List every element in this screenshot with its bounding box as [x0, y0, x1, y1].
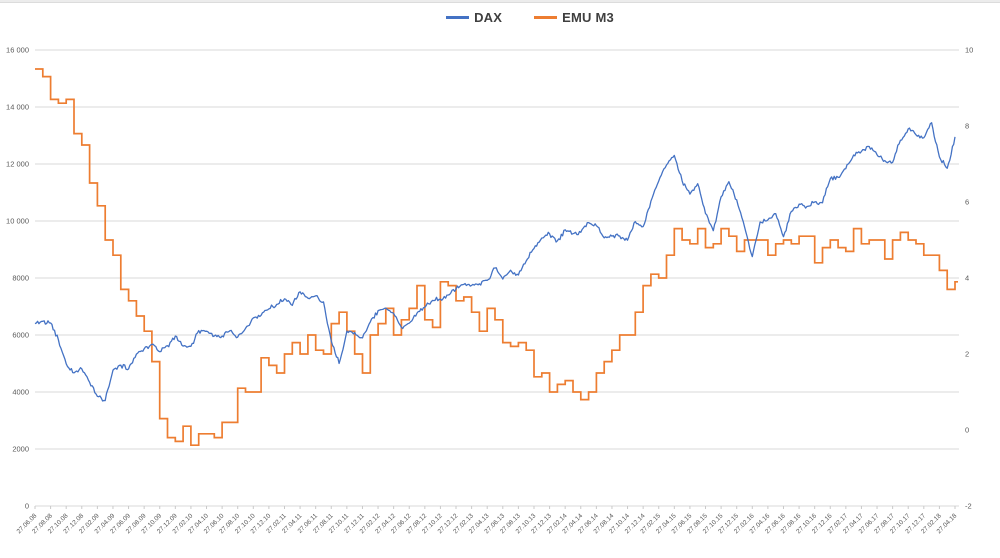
left-axis-tick-label: 16 000	[6, 46, 29, 55]
dax-line-swatch-icon	[446, 16, 470, 19]
legend-item-dax[interactable]: DAX	[446, 10, 502, 25]
emu-m3-line-swatch-icon	[534, 16, 558, 19]
chart-legend: DAX EMU M3	[0, 10, 1000, 25]
left-axis-tick-label: 14 000	[6, 103, 29, 112]
right-axis-tick-label: 0	[965, 426, 969, 435]
legend-label-emu-m3: EMU M3	[562, 10, 614, 25]
left-axis-tick-label: 2000	[12, 445, 29, 454]
legend-item-emu-m3[interactable]: EMU M3	[534, 10, 614, 25]
gridlines	[35, 49, 959, 507]
left-axis-tick-label: 8000	[12, 274, 29, 283]
right-axis-tick-label: 8	[965, 122, 969, 131]
y-axis-left-labels: 0 2000 4000 6000 8000 10 000 12 000 14 000 16 00…	[6, 46, 29, 511]
y-axis-right-labels: -2 0 2 4 6 8 10	[965, 46, 973, 511]
left-axis-tick-label: 10 000	[6, 217, 29, 226]
left-axis-tick-label: 4000	[12, 388, 29, 397]
legend-label-dax: DAX	[474, 10, 503, 25]
right-axis-tick-label: -2	[965, 502, 972, 511]
left-axis-tick-label: 6000	[12, 331, 29, 340]
left-axis-tick-label: 12 000	[6, 160, 29, 169]
right-axis-tick-label: 4	[965, 274, 969, 283]
left-axis-tick-label: 0	[25, 502, 29, 511]
right-axis-tick-label: 2	[965, 350, 969, 359]
window-top-border	[0, 0, 1000, 3]
x-axis-labels: 27.06.0827.08.0827.10.0827.12.0827.02.09…	[16, 506, 959, 535]
right-axis-tick-label: 6	[965, 198, 969, 207]
dax-series-line[interactable]	[34, 122, 956, 402]
emu-m3-series-line[interactable]	[35, 68, 958, 447]
right-axis-tick-label: 10	[965, 46, 973, 55]
